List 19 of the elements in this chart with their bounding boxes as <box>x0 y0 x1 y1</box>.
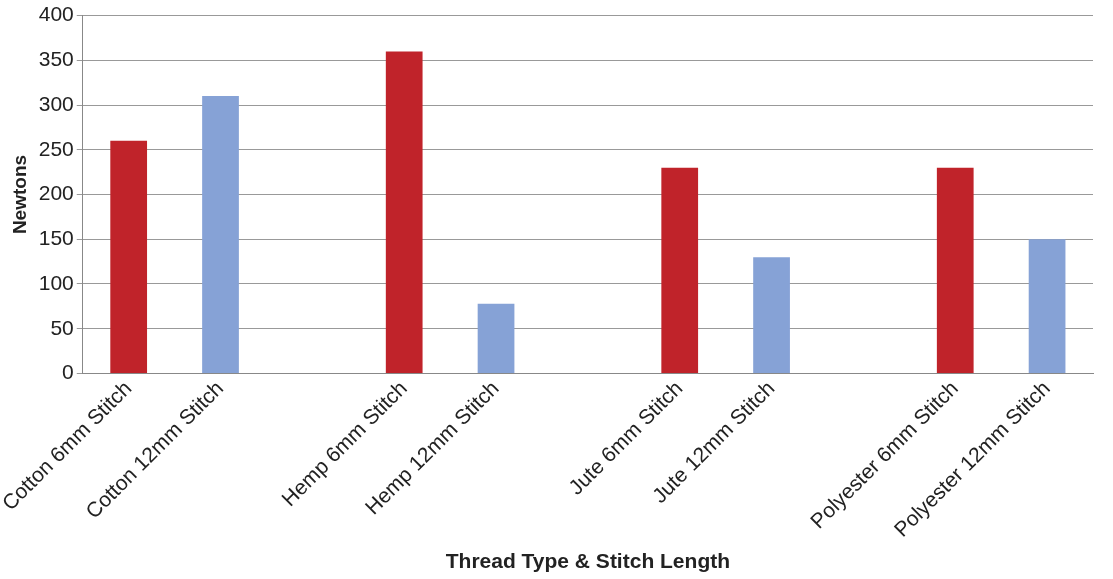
y-tick-label: 250 <box>38 136 74 160</box>
y-axis-title: Newtons <box>8 154 30 235</box>
bar <box>753 257 790 373</box>
y-tick-label: 300 <box>38 91 74 115</box>
bar <box>661 167 699 373</box>
bar <box>1028 239 1066 373</box>
y-tick-label: 0 <box>62 360 74 384</box>
y-tick-label: 100 <box>38 270 74 294</box>
y-tick-label: 350 <box>38 47 74 71</box>
bar <box>110 140 148 373</box>
x-axis-title: Thread Type & Stitch Length <box>445 549 731 573</box>
bar <box>477 303 515 373</box>
y-tick-label: 150 <box>38 226 74 250</box>
bar <box>936 167 974 373</box>
y-tick-label: 400 <box>38 2 74 26</box>
y-tick-label: 50 <box>50 315 74 339</box>
bar <box>385 51 423 373</box>
y-tick-label: 200 <box>38 181 74 205</box>
bar <box>202 96 239 373</box>
